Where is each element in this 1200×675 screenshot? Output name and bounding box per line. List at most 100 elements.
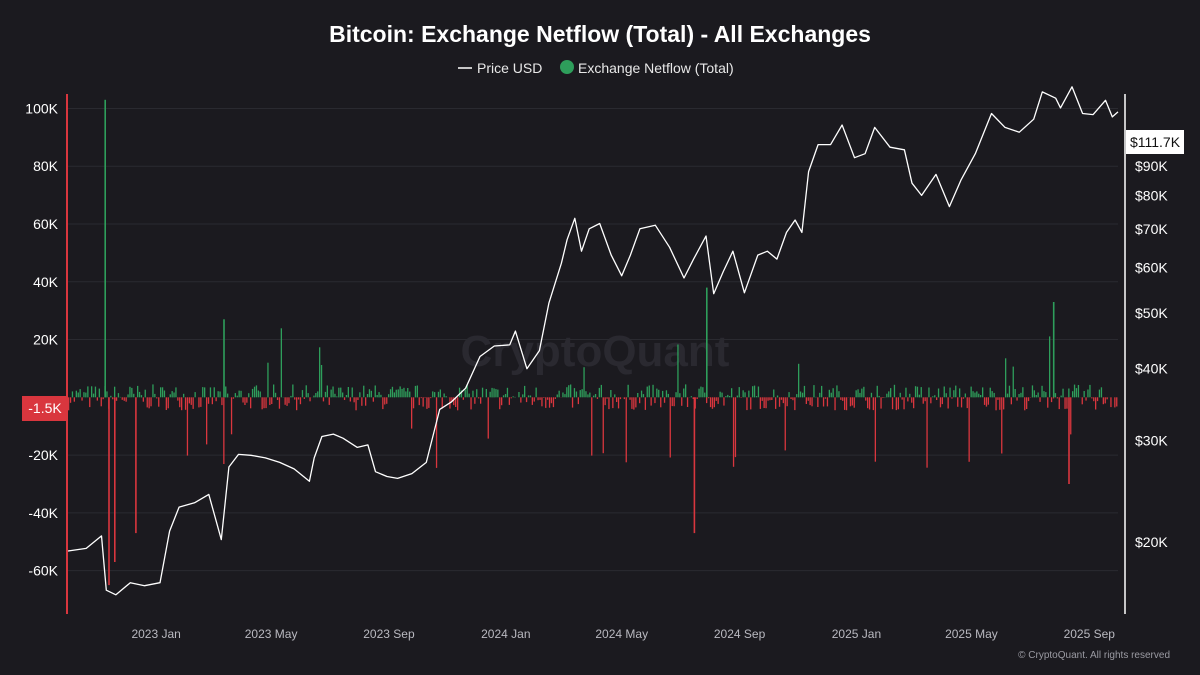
netflow-bar [732,397,735,467]
netflow-bar [629,397,631,400]
netflow-bar [767,397,769,401]
netflow-bar [1098,389,1101,398]
netflow-bar [1016,397,1018,401]
watermark: CryptoQuant [461,327,730,376]
netflow-bar [303,397,305,399]
x-tick-label: 2025 Jan [832,627,881,641]
netflow-bar [161,387,164,398]
netflow-bar [430,397,432,399]
netflow-bar [466,384,468,398]
netflow-bar [508,397,510,405]
netflow-spike-bar [1052,302,1055,398]
netflow-bar [177,397,179,401]
netflow-bar [414,385,417,398]
netflow-bar [738,387,740,398]
netflow-bar [667,393,669,398]
netflow-bar [753,385,756,398]
netflow-bar [658,389,660,398]
netflow-bar [117,393,120,398]
netflow-bar [432,391,434,398]
netflow-bar [378,392,380,398]
right-axis-ticks: $100K$90K$80K$70K$60K$50K$40K$30K$20K [1135,132,1176,550]
netflow-bar [671,397,673,407]
netflow-bar [474,397,476,404]
netflow-bar [920,387,922,398]
netflow-bar [389,389,392,398]
netflow-bar [537,397,539,401]
netflow-bar [455,397,457,407]
legend-price-label[interactable]: Price USD [477,60,542,76]
netflow-bar [468,393,470,398]
netflow-bar [669,397,671,458]
netflow-bar [962,397,965,399]
netflow-bar [230,397,233,435]
legend-netflow-dot-icon [560,60,574,74]
netflow-bar [882,397,884,398]
netflow-bar [1091,397,1093,399]
legend-netflow-label[interactable]: Exchange Netflow (Total) [578,60,734,76]
netflow-bar [87,386,89,398]
right-current-badge-label: $111.7K [1130,134,1181,150]
right-tick-label: $20K [1135,534,1168,550]
left-tick-label: 100K [25,100,58,116]
netflow-bar [696,397,698,399]
netflow-bar [571,397,574,408]
netflow-bar [522,394,524,398]
netflow-bar [374,385,376,398]
netflow-bar [409,391,411,398]
netflow-bar [380,394,382,398]
netflow-bar [928,387,930,398]
netflow-bar [596,397,599,399]
netflow-bar [539,397,541,400]
netflow-bar [221,397,223,406]
netflow-bar [148,397,150,409]
netflow-bar [146,397,148,408]
netflow-bar [1070,397,1072,435]
netflow-bar [550,397,553,404]
right-tick-label: $50K [1135,305,1168,321]
netflow-bar [395,389,397,398]
netflow-bar [966,397,968,409]
netflow-bar [663,397,666,403]
netflow-bar [616,397,618,402]
netflow-bar [786,397,788,407]
netflow-bar [102,397,104,400]
netflow-bar [1100,387,1103,398]
netflow-bar [897,397,899,410]
netflow-bar [708,397,710,399]
netflow-spike-bar [114,397,116,562]
netflow-bar [660,397,662,408]
netflow-bar [399,386,401,398]
left-tick-label: -60K [28,563,58,579]
netflow-bar [322,397,325,402]
netflow-bar [255,385,258,398]
netflow-bar [1001,397,1003,454]
netflow-bar [635,397,637,408]
netflow-bar [1027,397,1030,402]
netflow-bar [556,394,558,398]
netflow-spike-bar [135,397,137,534]
netflow-bar [573,388,576,398]
netflow-bar [1083,391,1085,398]
netflow-bar [934,395,936,398]
netflow-bar [1045,392,1047,398]
netflow-bar [156,397,158,399]
netflow-bar [970,386,972,398]
netflow-bar [752,386,754,398]
netflow-bar [692,397,694,399]
netflow-bar [518,392,520,398]
netflow-bar [901,397,903,400]
netflow-bar [711,397,714,409]
netflow-bar [305,385,307,398]
netflow-bar [1037,392,1039,398]
netflow-bar [261,397,263,410]
netflow-bar [579,390,581,398]
netflow-bar [765,397,767,409]
netflow-bar [1095,397,1097,410]
netflow-bar [731,388,733,398]
netflow-bar [453,397,455,406]
netflow-bar [527,395,530,398]
netflow-bar [338,387,340,398]
netflow-bar [265,397,267,409]
netflow-bar [115,397,118,401]
